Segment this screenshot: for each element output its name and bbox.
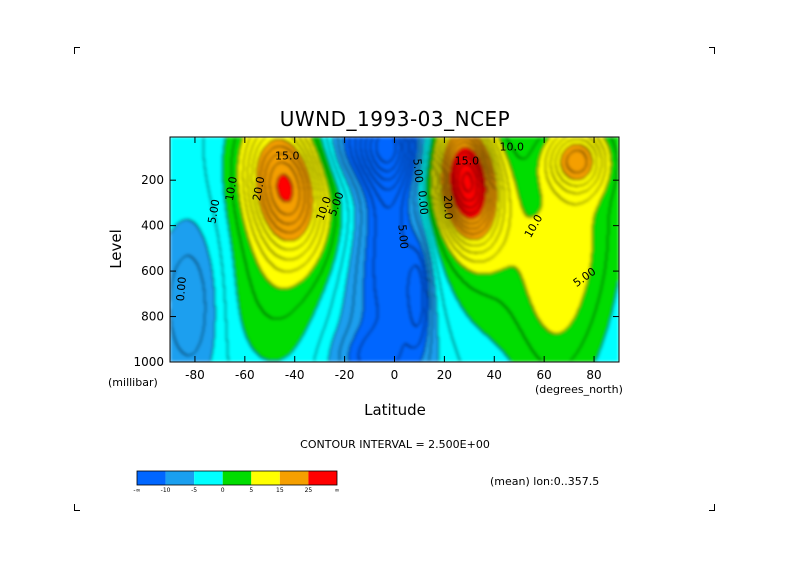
colorbar-swatch: [308, 471, 337, 485]
x-tick-label: -40: [285, 368, 305, 382]
x-tick-label: 20: [437, 368, 452, 382]
colorbar-tick-label: -∞: [133, 487, 140, 494]
x-tick-label: 0: [391, 368, 399, 382]
x-tick-label: -60: [235, 368, 255, 382]
colorbar-swatch: [194, 471, 223, 485]
wind-field-contours: [170, 137, 619, 362]
colorbar: -∞ -10 -5 0 5 15 25 ∞: [133, 470, 340, 494]
colorbar-tick-label: 15: [276, 487, 284, 494]
colorbar-swatch: [251, 471, 280, 485]
colorbar-tick-label: ∞: [335, 487, 340, 494]
chart-title: UWND_1993-03_NCEP: [280, 107, 510, 131]
colorbar-swatch: [137, 471, 166, 485]
x-tick-label: -80: [185, 368, 205, 382]
contour-label: 15.0: [275, 150, 300, 163]
x-axis-title: Latitude: [364, 401, 426, 419]
plot-area: 15.020.010.05.00 10.05.000.005.000.005.00…: [169, 136, 620, 363]
contour-label: 0.00: [415, 190, 430, 216]
colorbar-swatch: [279, 471, 309, 485]
y-tick-label: 200: [141, 173, 164, 187]
colorbar-frame: [136, 470, 338, 486]
colorbar-tick-label: -5: [191, 487, 197, 494]
contour-interval-text: CONTOUR INTERVAL = 2.500E+00: [300, 438, 490, 451]
mean-longitude-text: (mean) lon:0..357.5: [490, 475, 599, 488]
colorbar-tick-label: 0: [221, 487, 225, 494]
contour-label: 20.0: [250, 175, 267, 201]
y-tick-label: 800: [141, 310, 164, 324]
y-axis-title: Level: [107, 229, 125, 269]
x-tick-label: -20: [335, 368, 355, 382]
colorbar-tick-label: 5: [249, 487, 253, 494]
contour-label: 10.0: [223, 175, 240, 201]
page-corner-marks: [74, 47, 715, 511]
corner-mark-top-right: [709, 47, 715, 54]
colorbar-swatch: [165, 471, 195, 485]
y-axis-unit: (millibar): [108, 376, 158, 389]
contour-label: 5.00: [395, 224, 410, 250]
colorbar-swatch: [222, 471, 252, 485]
colorbar-tick-label: 25: [305, 487, 313, 494]
contour-label: 5.00: [205, 198, 222, 224]
x-axis-unit: (degrees_north): [535, 383, 623, 396]
y-axis-ticks: 200 400 600 800 1000: [133, 173, 619, 369]
contour-label: 10.0: [499, 141, 524, 154]
x-tick-label: 40: [487, 368, 502, 382]
contour-label: 5.00: [410, 158, 425, 184]
corner-mark-top-left: [74, 47, 80, 54]
corner-mark-bottom-right: [709, 504, 715, 511]
y-tick-label: 400: [141, 219, 164, 233]
x-tick-label: 60: [537, 368, 552, 382]
y-tick-label: 1000: [133, 355, 164, 369]
y-tick-label: 600: [141, 264, 164, 278]
contour-label: 20.0: [441, 195, 455, 220]
contour-label: 15.0: [455, 154, 480, 167]
colorbar-tick-label: -10: [161, 487, 171, 494]
x-axis-ticks: -80 -60 -40 -20 0 20 40 60 80: [185, 137, 602, 382]
corner-mark-bottom-left: [74, 504, 80, 511]
contour-label: 0.00: [174, 276, 189, 302]
x-tick-label: 80: [586, 368, 601, 382]
